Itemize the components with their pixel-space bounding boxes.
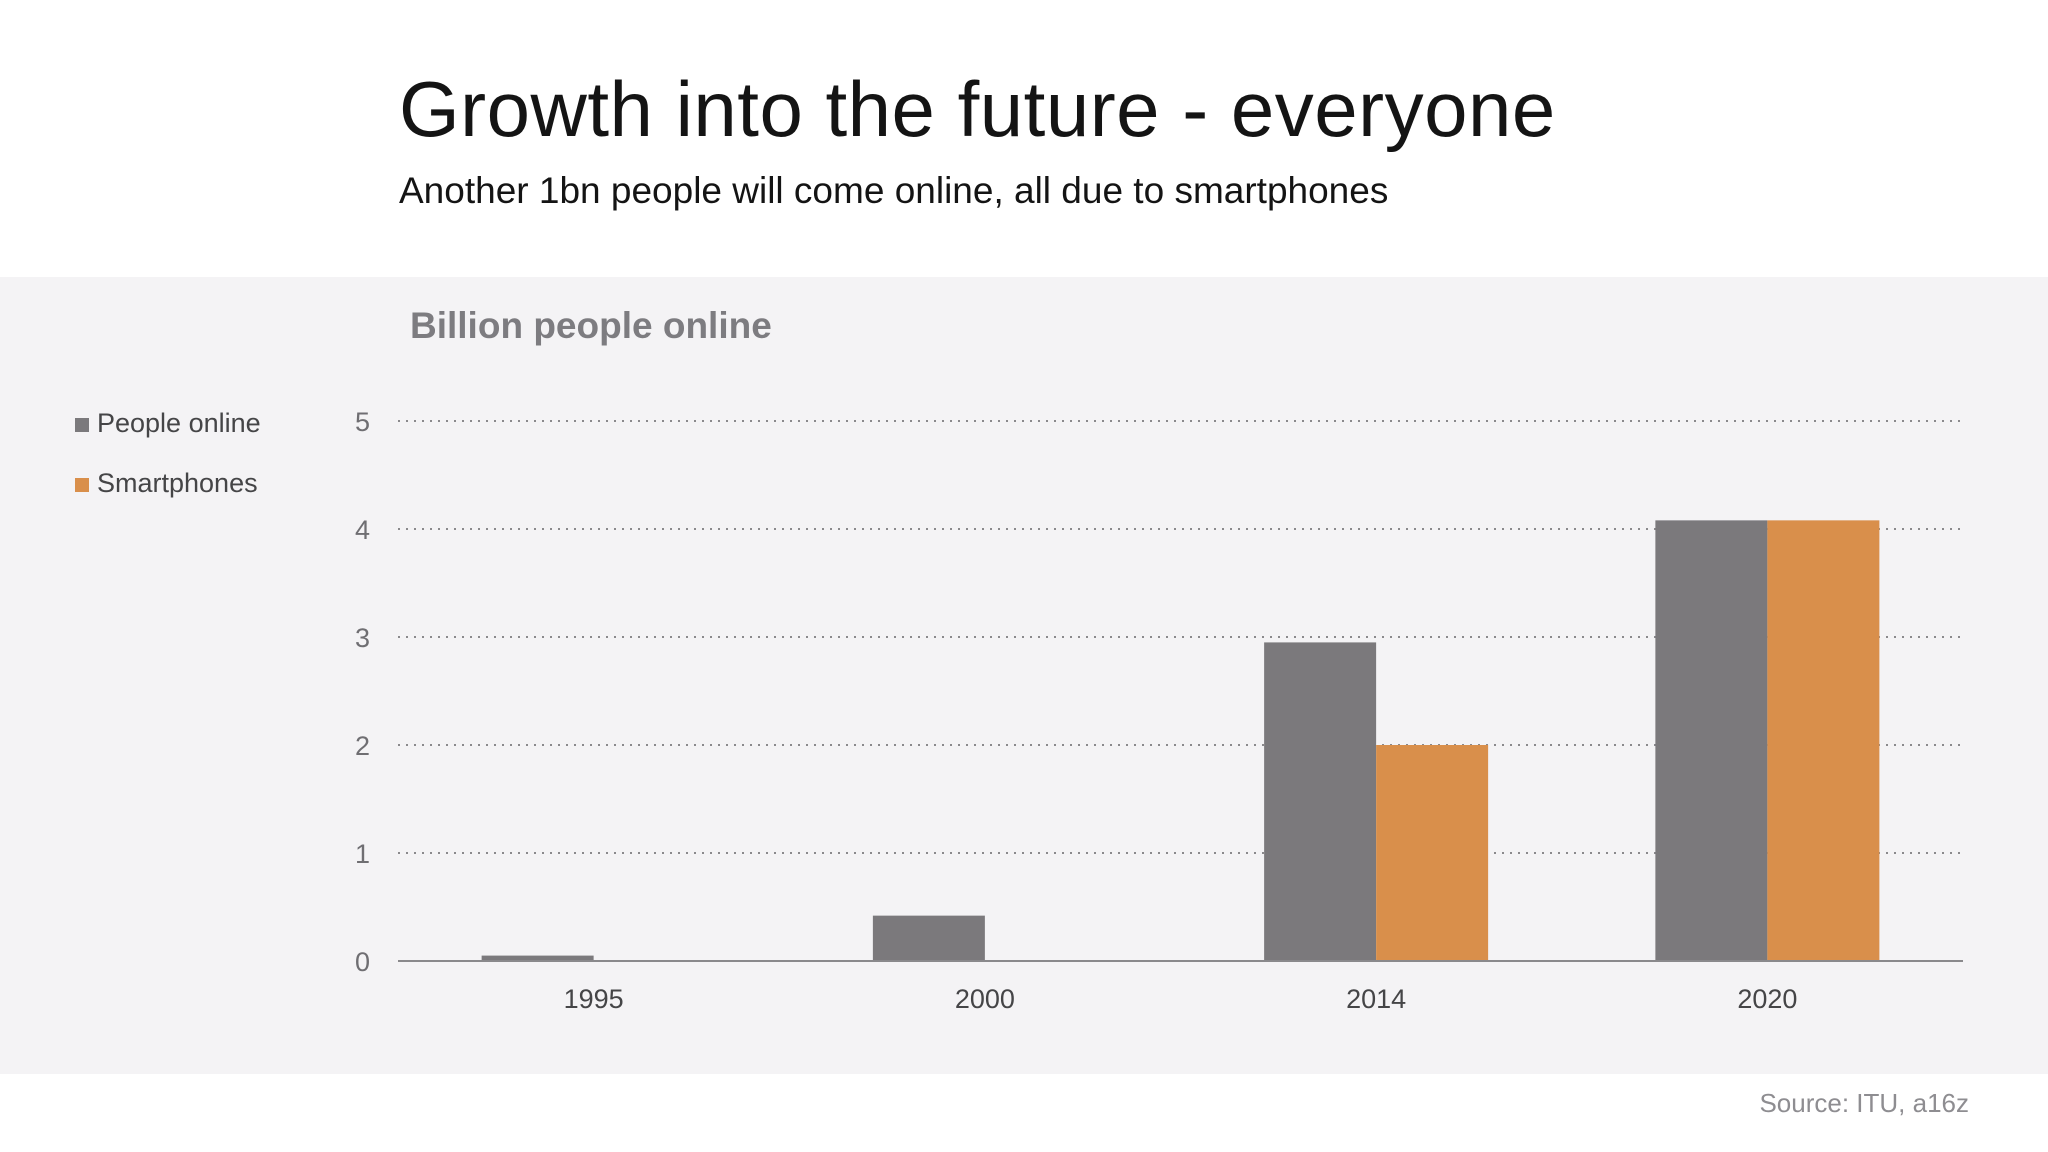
- x-tick-label: 2020: [1737, 984, 1797, 1014]
- y-tick-label: 2: [355, 731, 370, 761]
- legend-swatch-people-online: [75, 418, 89, 432]
- bar-smartphones: [1376, 745, 1489, 961]
- bar-people-online: [1264, 642, 1377, 961]
- page-title: Growth into the future - everyone: [399, 65, 1556, 153]
- x-tick-label: 1995: [564, 984, 624, 1014]
- bar-people-online: [481, 955, 594, 961]
- page-subtitle: Another 1bn people will come online, all…: [399, 170, 1389, 211]
- y-tick-label: 1: [355, 839, 370, 869]
- y-tick-label: 5: [355, 407, 370, 437]
- legend-label-people-online: People online: [97, 408, 261, 438]
- x-tick-label: 2000: [955, 984, 1015, 1014]
- legend-label-smartphones: Smartphones: [97, 468, 258, 498]
- chart-title: Billion people online: [410, 305, 772, 346]
- legend-swatch-smartphones: [75, 478, 89, 492]
- y-tick-label: 3: [355, 623, 370, 653]
- y-tick-label: 0: [355, 947, 370, 977]
- source-note: Source: ITU, a16z: [1759, 1088, 1969, 1118]
- x-tick-label: 2014: [1346, 984, 1406, 1014]
- bar-smartphones: [1767, 520, 1880, 961]
- bar-people-online: [872, 915, 985, 961]
- y-tick-label: 4: [355, 515, 370, 545]
- bar-people-online: [1655, 520, 1768, 961]
